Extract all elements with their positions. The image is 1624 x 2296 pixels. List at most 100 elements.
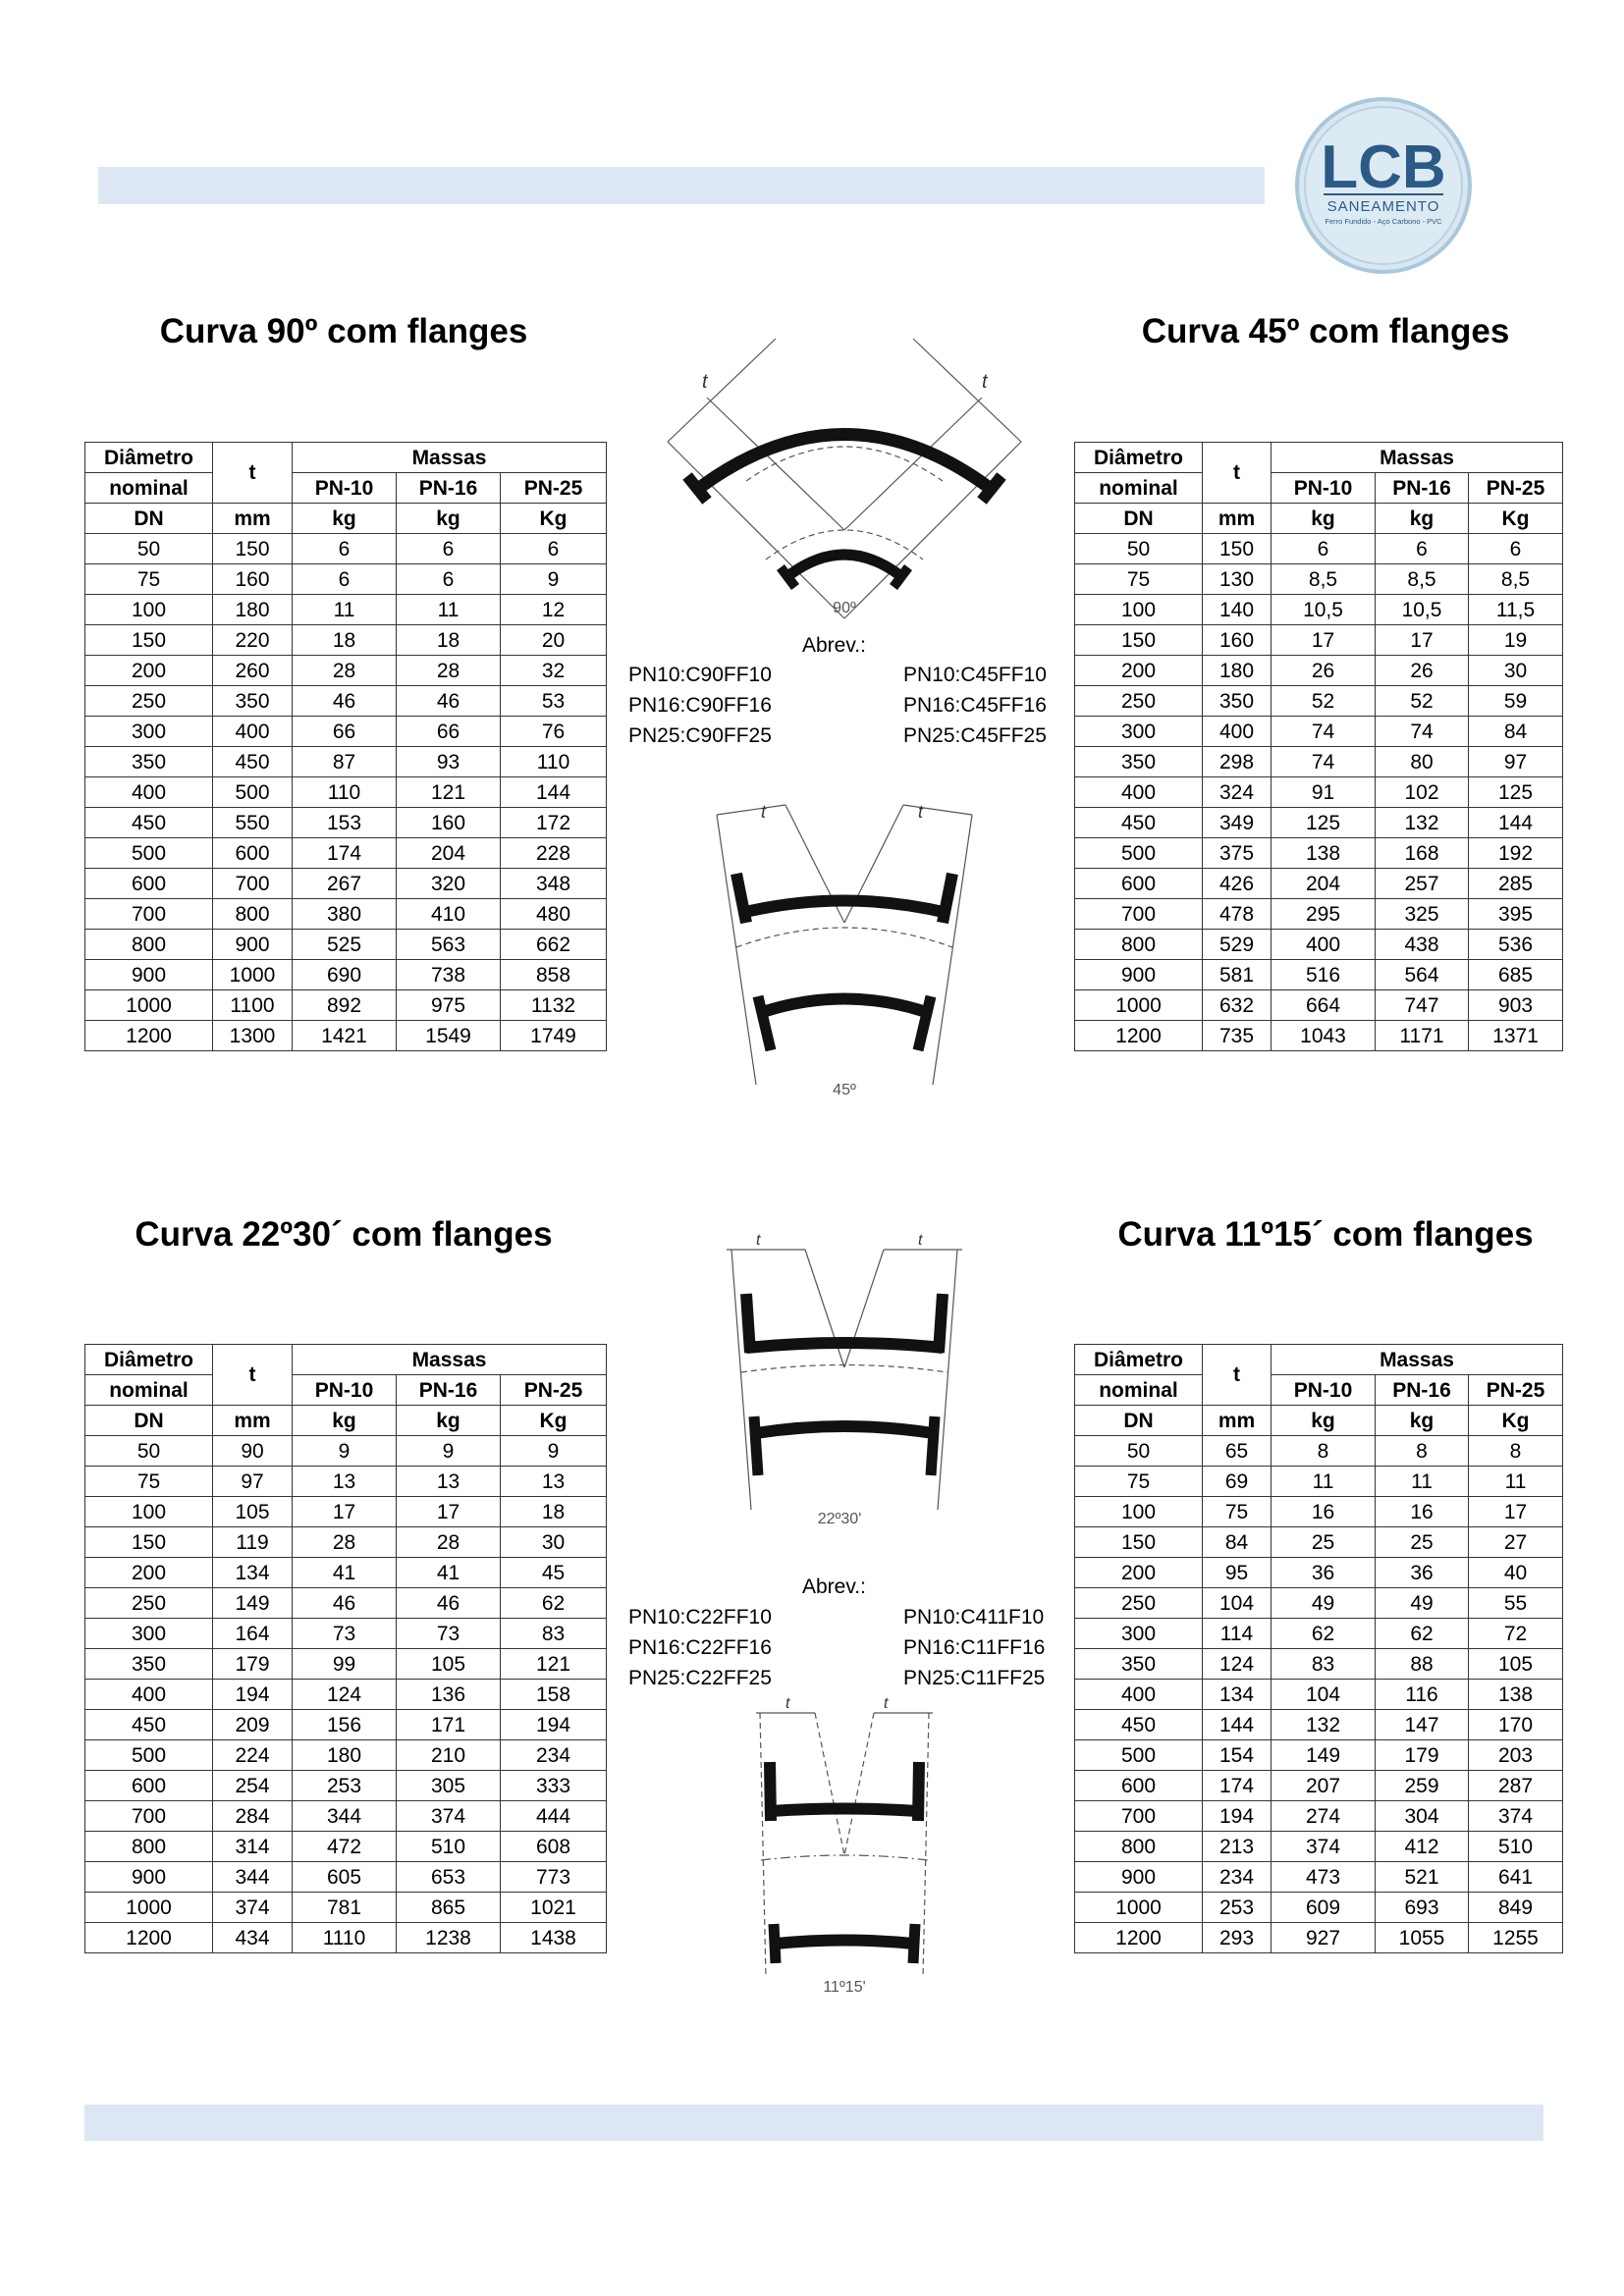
- abrev-label-bottom: Abrev.:: [802, 1575, 866, 1598]
- table-cell: 1200: [84, 1020, 213, 1051]
- table-cell: 204: [396, 837, 501, 869]
- table-cell: 800: [84, 929, 213, 960]
- table-row: 75 130 8,5 8,5 8,5: [1074, 563, 1564, 595]
- table-cell: 6: [1467, 533, 1564, 564]
- table-cell: 55: [1467, 1587, 1564, 1619]
- table-row: 100 180 11 11 12: [84, 594, 608, 625]
- table-cell: 700: [84, 898, 213, 930]
- table-row: 450 550 153 160 172: [84, 807, 608, 838]
- table-cell: 121: [396, 776, 501, 808]
- table-cell: 333: [499, 1770, 608, 1801]
- table-cell: 62: [1271, 1618, 1376, 1649]
- table-cell: 8,5: [1375, 563, 1469, 595]
- table-row: 800 213 374 412 510: [1074, 1831, 1564, 1862]
- table-row: 50 90 9 9 9: [84, 1435, 608, 1467]
- table-cell: 314: [212, 1831, 293, 1862]
- table-cell: 473: [1271, 1861, 1376, 1893]
- abrev-code: PN10:C90FF10: [628, 664, 772, 686]
- table-cell: 6: [1375, 533, 1469, 564]
- table-curva-11: Diâmetro t Massas nominal PN-10 PN-16 PN-25 D…: [1074, 1344, 1564, 1953]
- logo-name: LCB: [1321, 133, 1445, 201]
- table-cell: 300: [1074, 716, 1203, 747]
- table-cell: 257: [1375, 868, 1469, 899]
- table-cell: 450: [1074, 1709, 1203, 1740]
- table-cell: 267: [292, 868, 397, 899]
- table-cell: 168: [1375, 837, 1469, 869]
- dim-t-label: t: [756, 1232, 761, 1249]
- table-cell: 450: [212, 746, 293, 777]
- table-row: 1000 632 664 747 903: [1074, 989, 1564, 1021]
- table-cell: 11: [1271, 1466, 1376, 1497]
- table-cell: 73: [292, 1618, 397, 1649]
- table-cell: 52: [1375, 685, 1469, 717]
- hdr-dn: Diâmetro: [84, 1344, 213, 1375]
- abrev-codes-11: PN10:C411F10 PN16:C11FF16 PN25:C11FF25: [903, 1602, 1045, 1693]
- table-cell: 480: [499, 898, 608, 930]
- table-cell: 1438: [499, 1922, 608, 1953]
- table-cell: 172: [499, 807, 608, 838]
- table-cell: 11: [292, 594, 397, 625]
- table-cell: 892: [292, 989, 397, 1021]
- table-cell: 374: [1271, 1831, 1376, 1862]
- table-cell: 97: [1467, 746, 1564, 777]
- table-cell: 304: [1375, 1800, 1469, 1832]
- table-cell: 1055: [1375, 1922, 1469, 1953]
- table-cell: 28: [396, 1526, 501, 1558]
- table-row: 250 350 46 46 53: [84, 685, 608, 717]
- table-cell: 6: [1271, 533, 1376, 564]
- table-cell: 374: [1467, 1800, 1564, 1832]
- table-cell: 27: [1467, 1526, 1564, 1558]
- hdr-pn25-unit: Kg: [1467, 503, 1564, 534]
- table-cell: 693: [1375, 1892, 1469, 1923]
- table-row: 900 344 605 653 773: [84, 1861, 608, 1893]
- table-cell: 20: [499, 624, 608, 656]
- hdr-pn25-unit: Kg: [499, 503, 608, 534]
- table-row: 600 426 204 257 285: [1074, 868, 1564, 899]
- table-cell: 49: [1271, 1587, 1376, 1619]
- table-cell: 100: [84, 1496, 213, 1527]
- table-cell: 200: [84, 655, 213, 686]
- table-cell: 28: [292, 1526, 397, 1558]
- table-cell: 900: [1074, 959, 1203, 990]
- table-cell: 400: [1271, 929, 1376, 960]
- table-row: 150 84 25 25 27: [1074, 1526, 1564, 1558]
- table-cell: 13: [292, 1466, 397, 1497]
- table-cell: 50: [1074, 1435, 1203, 1467]
- table-cell: 9: [499, 563, 608, 595]
- table-cell: 11: [1375, 1466, 1469, 1497]
- table-cell: 46: [292, 1587, 397, 1619]
- table-cell: 52: [1271, 685, 1376, 717]
- table-row: 100 75 16 16 17: [1074, 1496, 1564, 1527]
- diagram-curva-90: t t 90º: [667, 338, 1022, 619]
- table-cell: 207: [1271, 1770, 1376, 1801]
- table-cell: 41: [396, 1557, 501, 1588]
- table-cell: 259: [1375, 1770, 1469, 1801]
- table-cell: 13: [499, 1466, 608, 1497]
- table-cell: 374: [396, 1800, 501, 1832]
- table-cell: 529: [1202, 929, 1272, 960]
- table-cell: 17: [1271, 624, 1376, 656]
- table-cell: 18: [499, 1496, 608, 1527]
- table-cell: 72: [1467, 1618, 1564, 1649]
- table-cell: 234: [1202, 1861, 1272, 1893]
- hdr-dn: Diâmetro: [1074, 442, 1203, 473]
- table-cell: 87: [292, 746, 397, 777]
- table-row: 500 600 174 204 228: [84, 837, 608, 869]
- table-row: 50 150 6 6 6: [1074, 533, 1564, 564]
- table-cell: 400: [1074, 1679, 1203, 1710]
- hdr-dn-unit: DN: [84, 503, 213, 534]
- abrev-label-top: Abrev.:: [802, 634, 866, 657]
- table-row: 700 194 274 304 374: [1074, 1800, 1564, 1832]
- hdr-pn16-unit: kg: [396, 1405, 501, 1436]
- table-cell: 1549: [396, 1020, 501, 1051]
- table-row: 600 254 253 305 333: [84, 1770, 608, 1801]
- table-row: 400 324 91 102 125: [1074, 776, 1564, 808]
- table-cell: 150: [1074, 1526, 1203, 1558]
- table-cell: 49: [1375, 1587, 1469, 1619]
- table-cell: 1110: [292, 1922, 397, 1953]
- table-cell: 194: [1202, 1800, 1272, 1832]
- table-cell: 350: [1202, 685, 1272, 717]
- hdr-pn10: PN-10: [292, 1374, 397, 1406]
- table-cell: 700: [1074, 1800, 1203, 1832]
- table-cell: 662: [499, 929, 608, 960]
